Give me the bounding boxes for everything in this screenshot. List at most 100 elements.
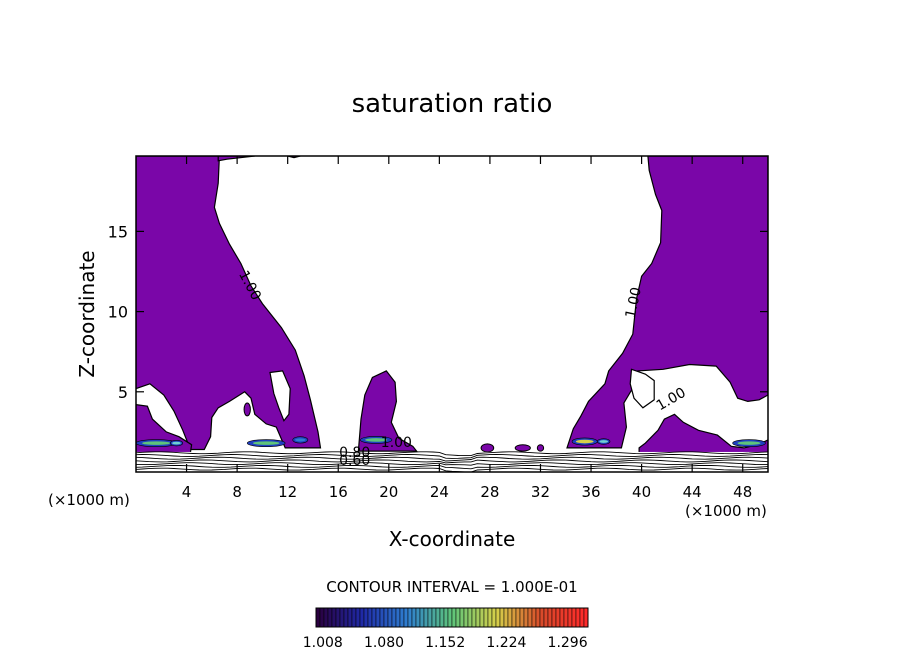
- colorbar-frame: [315, 607, 589, 628]
- colorbar-swatch: [507, 607, 513, 628]
- colorbar-swatch: [343, 607, 349, 628]
- colorbar-swatch: [399, 607, 405, 628]
- colorbar-swatch: [543, 607, 549, 628]
- y-tick-label: 10: [108, 303, 128, 322]
- colorbar-swatch: [435, 607, 441, 628]
- colorbar-swatch: [539, 607, 545, 628]
- hotspot-inner: [365, 438, 388, 442]
- contour-label: 0.60: [339, 453, 370, 469]
- colorbar-swatch: [347, 607, 353, 628]
- colorbar-swatch: [487, 607, 493, 628]
- x-tick-label: 40: [632, 483, 651, 501]
- x-tick-label: 8: [232, 483, 242, 501]
- colorbar-tick-label: 1.152: [425, 635, 465, 651]
- colorbar-swatch: [395, 607, 401, 628]
- small-patch: [536, 444, 545, 452]
- colorbar-swatch: [391, 607, 397, 628]
- colorbar-swatch: [459, 607, 465, 628]
- region-mid-bump: [357, 370, 418, 452]
- white-island-left: [269, 370, 291, 422]
- colorbar-swatch: [315, 607, 321, 628]
- colorbar-swatch: [583, 607, 589, 628]
- hotspot-inner: [737, 441, 761, 445]
- colorbar-swatch: [411, 607, 417, 628]
- x-unit-label-left: (×1000 m): [48, 491, 130, 509]
- colorbar-swatch: [559, 607, 565, 628]
- colorbar-swatch: [335, 607, 341, 628]
- colorbar-swatch: [483, 607, 489, 628]
- colorbar-swatch: [575, 607, 581, 628]
- hotspot-inner: [599, 440, 609, 443]
- colorbar-swatch: [479, 607, 485, 628]
- colorbar-swatch: [527, 607, 533, 628]
- x-tick-label: 32: [531, 483, 550, 501]
- contour-line: [136, 459, 768, 464]
- x-tick-label: 16: [329, 483, 348, 501]
- x-axis-ticks: 4 8 12 16 20 24 28 32 36 40 44 48: [182, 156, 752, 501]
- colorbar-swatch: [339, 607, 345, 628]
- colorbar-tick-label: 1.008: [303, 635, 343, 651]
- contour-line: [136, 454, 768, 459]
- contour-line: [136, 462, 768, 466]
- x-tick-label: 36: [581, 483, 600, 501]
- colorbar-swatch: [327, 607, 333, 628]
- colorbar-swatch: [415, 607, 421, 628]
- x-tick-label: 20: [379, 483, 398, 501]
- colorbar-swatch: [503, 607, 509, 628]
- contour-label: 1.00: [381, 435, 412, 451]
- plot-area: 1.00 1.001.001.000.800.60 4 8 12 16 20 24 28 32 3…: [108, 155, 769, 501]
- contour-line: [136, 464, 768, 470]
- colorbar-swatch: [323, 607, 329, 628]
- colorbar-swatch: [363, 607, 369, 628]
- chart-title: saturation ratio: [352, 89, 553, 119]
- colorbar-swatch: [579, 607, 585, 628]
- white-island-right: [629, 368, 655, 409]
- colorbar-swatch: [355, 607, 361, 628]
- colorbar-swatch: [519, 607, 525, 628]
- contour-label: 0.80: [339, 445, 370, 461]
- contour-interval-label: CONTOUR INTERVAL = 1.000E-01: [326, 578, 577, 596]
- colorbar-swatch: [499, 607, 505, 628]
- colorbar-swatch: [463, 607, 469, 628]
- colorbar-swatch: [515, 607, 521, 628]
- colorbar-swatch: [331, 607, 337, 628]
- colorbar-swatch: [351, 607, 357, 628]
- colorbar-swatch: [319, 607, 325, 628]
- hotspot-inner: [575, 439, 594, 444]
- x-tick-label: 12: [278, 483, 297, 501]
- hotspot-inner: [252, 441, 280, 445]
- colorbar-swatch: [443, 607, 449, 628]
- colorbar: [315, 607, 589, 628]
- x-unit-label-right: (×1000 m): [685, 502, 767, 520]
- colorbar-swatch: [403, 607, 409, 628]
- colorbar-swatch: [547, 607, 553, 628]
- colorbar-tick-label: 1.296: [548, 635, 588, 651]
- colorbar-swatch: [423, 607, 429, 628]
- colorbar-swatch: [571, 607, 577, 628]
- region-right-lower: [638, 413, 768, 454]
- contour-line: [136, 456, 768, 462]
- colorbar-swatch: [471, 607, 477, 628]
- contour-fills: [136, 156, 768, 472]
- colorbar-swatch: [475, 607, 481, 628]
- region-right-upper: [566, 156, 768, 449]
- y-axis-ticks: 5 10 15: [108, 222, 768, 402]
- x-tick-label: 44: [683, 483, 702, 501]
- colorbar-swatch: [523, 607, 529, 628]
- small-patch: [243, 402, 251, 417]
- colorbar-tick-label: 1.080: [364, 635, 404, 651]
- colorbar-swatch: [495, 607, 501, 628]
- colorbar-swatch: [367, 607, 373, 628]
- colorbar-swatch: [467, 607, 473, 628]
- colorbar-swatch: [555, 607, 561, 628]
- colorbar-swatch: [491, 607, 497, 628]
- colorbar-swatch: [431, 607, 437, 628]
- hotspot-inner: [295, 438, 306, 442]
- colorbar-swatch: [371, 607, 377, 628]
- contour-line: [136, 451, 768, 457]
- plot-frame: [135, 155, 769, 473]
- colorbar-tick-labels: 1.008 1.080 1.152 1.224 1.296: [303, 635, 588, 651]
- y-axis-label: Z-coordinate: [75, 250, 99, 377]
- colorbar-swatch: [427, 607, 433, 628]
